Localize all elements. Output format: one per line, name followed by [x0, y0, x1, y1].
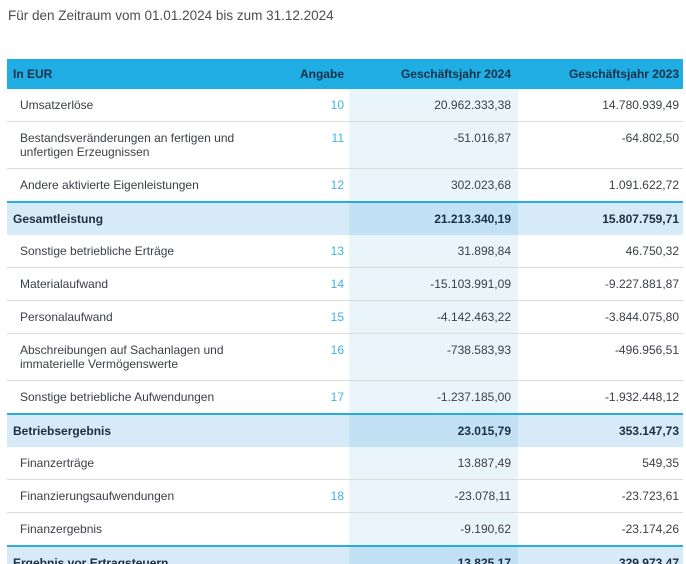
row-label: Materialaufwand [20, 277, 109, 291]
row-label: Andere aktivierte Eigenleistungen [20, 178, 199, 192]
table-row: Materialaufwand 14 -15.103.991,09 -9.227.88… [7, 267, 683, 300]
row-label: Finanzerträge [20, 456, 95, 470]
header-geschaeftsjahr-2023: Geschäftsjahr 2023 [568, 67, 679, 81]
angabe-note-link[interactable]: 15 [330, 310, 344, 324]
table-row: Finanzierungsaufwendungen 18 -23.078,11 -23… [7, 479, 683, 512]
row-label: Finanzergebnis [20, 522, 103, 536]
header-geschaeftsjahr-2024: Geschäftsjahr 2024 [400, 67, 511, 81]
angabe-cell: 12 [274, 169, 349, 201]
subtotal-row: Betriebsergebnis 23.015,79 353.147,73 [7, 413, 683, 447]
angabe-note-link[interactable]: 17 [330, 390, 344, 404]
angabe-note-link[interactable]: 16 [330, 343, 344, 357]
table-row: Sonstige betriebliche Erträge 13 31.898,84… [7, 235, 683, 267]
subtotal-row: Ergebnis vor Ertragsteuern 13.825,17 329.9… [7, 545, 683, 564]
row-label: Betriebsergebnis [13, 424, 112, 438]
angabe-cell: 13 [274, 235, 349, 267]
row-label: Finanzierungsaufwendungen [20, 489, 175, 503]
value-2024: -1.237.185,00 [349, 381, 518, 413]
value-2023: -64.802,50 [621, 131, 679, 145]
value-2023: 14.780.939,49 [602, 98, 679, 112]
header-angabe: Angabe [299, 67, 344, 81]
angabe-cell [274, 203, 349, 235]
table-row: Abschreibungen auf Sachanlagen und immat… [7, 333, 683, 380]
table-row: Personalaufwand 15 -4.142.463,22 -3.844.075… [7, 300, 683, 333]
profit-loss-table: In EUR Angabe Geschäftsjahr 2024 Geschäf… [7, 59, 683, 564]
value-2023: 15.807.759,71 [602, 212, 679, 226]
table-header-row: In EUR Angabe Geschäftsjahr 2024 Geschäf… [7, 59, 683, 89]
angabe-cell: 15 [274, 301, 349, 333]
value-2024: 23.015,79 [349, 415, 518, 447]
value-2024: -23.078,11 [349, 480, 518, 512]
value-2023: -1.932.448,12 [604, 390, 679, 404]
value-2023: -496.956,51 [614, 343, 679, 357]
table-row: Sonstige betriebliche Aufwendungen 17 -1.2… [7, 380, 683, 413]
value-2024: 21.213.340,19 [349, 203, 518, 235]
row-label: Abschreibungen auf Sachanlagen und immat… [20, 343, 224, 371]
row-label: Personalaufwand [20, 310, 113, 324]
value-2024: 13.825,17 [349, 547, 518, 564]
table-row: Bestandsveränderungen an fertigen und un… [7, 121, 683, 168]
angabe-note-link[interactable]: 18 [330, 489, 344, 503]
angabe-cell: 18 [274, 480, 349, 512]
value-2024: 31.898,84 [349, 235, 518, 267]
value-2024: 20.962.333,38 [349, 89, 518, 121]
header-in-eur: In EUR [13, 67, 53, 81]
table-row: Finanzergebnis -9.190,62 -23.174,26 [7, 512, 683, 545]
row-label: Ergebnis vor Ertragsteuern [13, 556, 169, 564]
value-2024: 13.887,49 [349, 447, 518, 479]
table-row: Umsatzerlöse 10 20.962.333,38 14.780.939,49 [7, 89, 683, 121]
value-2023: 549,35 [642, 456, 679, 470]
angabe-cell [274, 513, 349, 545]
angabe-cell: 11 [274, 122, 349, 168]
value-2023: 329.973,47 [618, 556, 679, 564]
value-2024: -4.142.463,22 [349, 301, 518, 333]
angabe-note-link[interactable]: 10 [330, 98, 344, 112]
subtotal-row: Gesamtleistung 21.213.340,19 15.807.759,71 [7, 201, 683, 235]
value-2024: 302.023,68 [349, 169, 518, 201]
row-label: Sonstige betriebliche Aufwendungen [20, 390, 215, 404]
value-2023: 1.091.622,72 [608, 178, 679, 192]
value-2023: -23.174,26 [621, 522, 679, 536]
value-2024: -15.103.991,09 [349, 268, 518, 300]
angabe-note-link[interactable]: 13 [330, 244, 344, 258]
value-2023: 353.147,73 [618, 424, 679, 438]
angabe-cell [274, 447, 349, 479]
table-body: Umsatzerlöse 10 20.962.333,38 14.780.939,49… [7, 89, 683, 564]
row-label: Umsatzerlöse [20, 98, 94, 112]
value-2024: -738.583,93 [349, 334, 518, 380]
row-label: Sonstige betriebliche Erträge [20, 244, 175, 258]
angabe-cell: 17 [274, 381, 349, 413]
row-label: Gesamtleistung [13, 212, 104, 226]
angabe-cell [274, 415, 349, 447]
table-row: Finanzerträge 13.887,49 549,35 [7, 447, 683, 479]
value-2024: -51.016,87 [349, 122, 518, 168]
angabe-cell: 16 [274, 334, 349, 380]
value-2024: -9.190,62 [349, 513, 518, 545]
value-2023: -3.844.075,80 [604, 310, 679, 324]
report-period-title: Für den Zeitraum vom 01.01.2024 bis zum … [8, 8, 334, 23]
angabe-cell: 10 [274, 89, 349, 121]
value-2023: -9.227.881,87 [604, 277, 679, 291]
angabe-cell: 14 [274, 268, 349, 300]
angabe-note-link[interactable]: 11 [331, 131, 344, 145]
value-2023: -23.723,61 [621, 489, 679, 503]
table-row: Andere aktivierte Eigenleistungen 12 302.0… [7, 168, 683, 201]
angabe-note-link[interactable]: 14 [330, 277, 344, 291]
value-2023: 46.750,32 [625, 244, 679, 258]
row-label: Bestandsveränderungen an fertigen und un… [20, 131, 235, 159]
angabe-note-link[interactable]: 12 [330, 178, 344, 192]
angabe-cell [274, 547, 349, 564]
